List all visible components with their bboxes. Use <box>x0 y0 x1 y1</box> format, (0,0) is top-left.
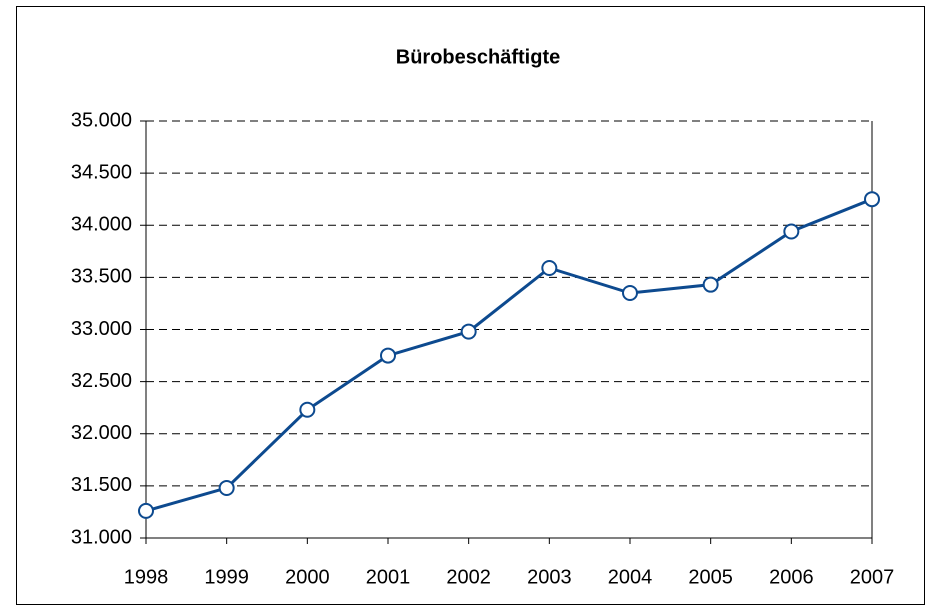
chart-title: Bürobeschäftigte <box>396 46 560 68</box>
data-point <box>380 347 396 364</box>
x-tick-label: 2001 <box>366 566 411 588</box>
y-tick-label: 31.000 <box>71 526 132 548</box>
x-tick-label: 1998 <box>124 566 169 588</box>
y-tick-label: 31.500 <box>71 474 132 496</box>
x-tick-label: 2003 <box>527 566 572 588</box>
data-point <box>541 259 558 276</box>
y-tick-label: 33.500 <box>71 266 132 288</box>
y-tick-label: 34.500 <box>71 161 132 183</box>
y-tick-label: 35.000 <box>71 109 132 131</box>
y-tick-label: 33.000 <box>71 318 132 340</box>
x-tick-label: 2007 <box>850 566 895 588</box>
x-tick-label: 2004 <box>608 566 653 588</box>
y-tick-label: 34.000 <box>71 214 132 236</box>
y-tick-label: 32.500 <box>71 370 132 392</box>
data-point <box>460 323 477 340</box>
x-tick-label: 2002 <box>446 566 491 588</box>
x-tick-label: 2006 <box>769 566 814 588</box>
data-point <box>138 502 154 519</box>
data-point <box>622 285 638 302</box>
x-tick-label: 1999 <box>204 566 249 588</box>
y-tick-label: 32.000 <box>71 422 132 444</box>
data-point <box>218 479 235 496</box>
data-point <box>783 223 800 240</box>
data-point <box>299 401 316 418</box>
series-line <box>145 197 873 513</box>
data-point <box>864 191 880 208</box>
data-point <box>702 276 719 293</box>
x-tick-label: 2005 <box>688 566 733 588</box>
x-tick-label: 2000 <box>285 566 330 588</box>
